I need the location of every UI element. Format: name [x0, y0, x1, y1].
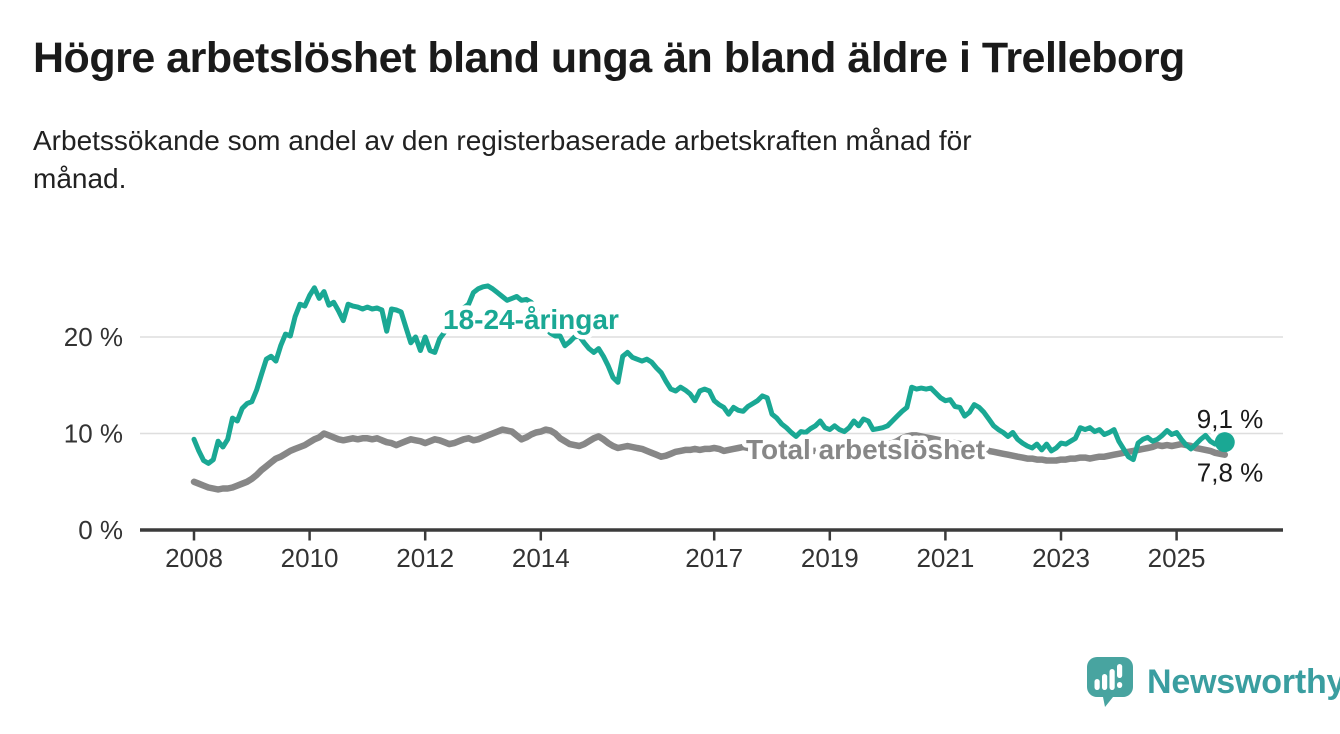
- x-tick-label: 2023: [1032, 543, 1090, 573]
- y-tick-label: 20 %: [64, 322, 123, 352]
- series-lines: [190, 283, 1229, 493]
- chart-title: Högre arbetslöshet bland unga än bland ä…: [33, 34, 1185, 82]
- newsworthy-logo-icon: [1087, 657, 1133, 707]
- newsworthy-logo[interactable]: Newsworthy: [1086, 656, 1340, 708]
- y-tick-label: 10 %: [64, 419, 123, 449]
- newsworthy-logo-text: Newsworthy: [1147, 663, 1340, 701]
- x-tick-label: 2017: [685, 543, 743, 573]
- x-tick-label: 2010: [281, 543, 339, 573]
- chart-subtitle-line1: Arbetssökande som andel av den registerb…: [33, 125, 972, 156]
- x-tick-label: 2019: [801, 543, 859, 573]
- x-axis: [140, 528, 1283, 541]
- chart-subtitle-line2: månad.: [33, 163, 127, 194]
- youth-series-line: [191, 283, 1228, 466]
- gridlines: [140, 336, 1283, 435]
- y-tick-label: 0 %: [78, 515, 123, 545]
- youth-series-end-dot: [1214, 432, 1235, 453]
- total-series-line: [190, 426, 1229, 493]
- chart-subtitle: Arbetssökande som andel av den registerb…: [33, 122, 1253, 198]
- x-tick-label: 2021: [916, 543, 974, 573]
- youth-series-label: 18-24-åringar: [443, 304, 619, 335]
- logo-bar-chart-glyph: [1094, 664, 1123, 690]
- x-tick-label: 2014: [512, 543, 570, 573]
- x-tick-label: 2008: [165, 543, 223, 573]
- x-tick-label: 2012: [396, 543, 454, 573]
- youth-end-value-label: 9,1 %: [1197, 404, 1264, 434]
- x-tick-label: 2025: [1148, 543, 1206, 573]
- total-end-value-label: 7,8 %: [1197, 458, 1264, 488]
- total-series-label: Total arbetslöshet: [746, 434, 985, 465]
- axis-tick-labels: 0 % 10 % 20 % 2008 2010 2012 2014 2017 2019 2021 2…: [64, 322, 1206, 573]
